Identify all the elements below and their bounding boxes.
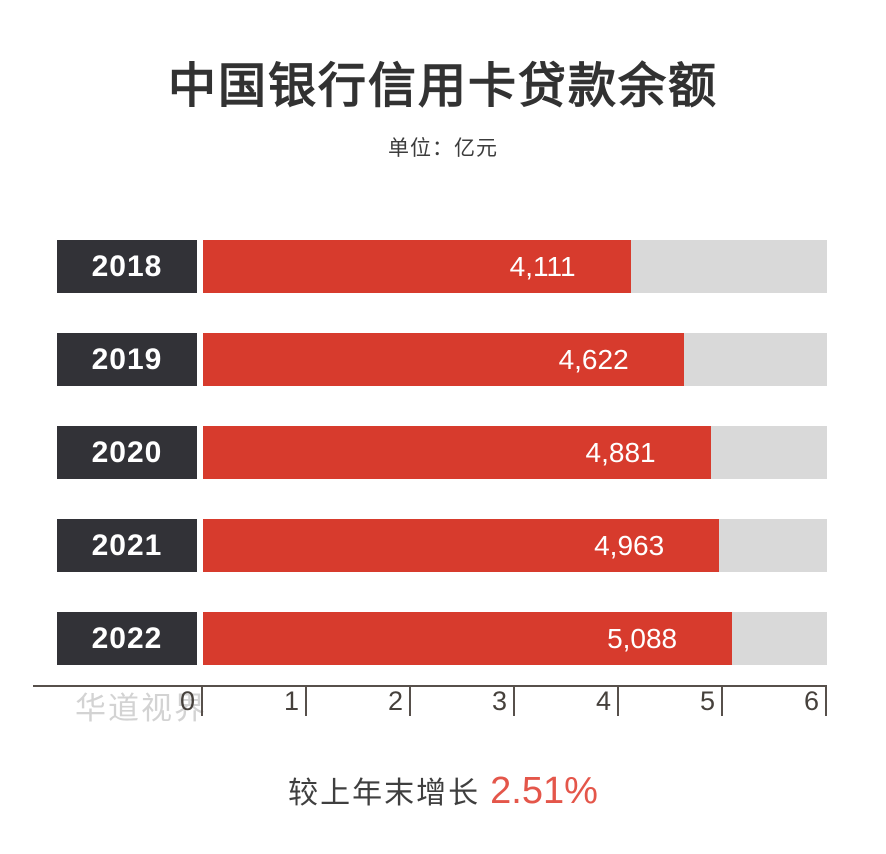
x-axis-tick-label: 5 [619, 687, 723, 716]
year-label: 2019 [57, 333, 197, 386]
year-label: 2018 [57, 240, 197, 293]
chart-unit-label: 单位：亿元 [388, 137, 498, 160]
bar-fill: 4,622 [203, 333, 684, 386]
bar-fill: 4,111 [203, 240, 631, 293]
bar-value-label: 4,622 [558, 344, 629, 375]
bar-value-label: 4,111 [509, 251, 576, 282]
x-axis-tick-label: 3 [411, 687, 515, 716]
year-label: 2022 [57, 612, 197, 665]
chart-title: 中国银行信用卡贷款余额 [167, 60, 718, 113]
bar-row: 2022 5,088 [57, 612, 827, 665]
bar-rows: 2018 4,111 2019 4,622 2020 4,881 [57, 240, 827, 705]
growth-percentage: 2.51% [490, 770, 598, 812]
bar-row: 2018 4,111 [57, 240, 827, 293]
bar-track: 4,881 [203, 426, 827, 479]
growth-note-text: 较上年末增长 [288, 777, 481, 810]
x-axis-tick-label: 0 [99, 687, 203, 716]
watermark: 华道视界 [75, 691, 207, 726]
bar-value-label: 4,963 [594, 530, 665, 561]
bar-track: 5,088 [203, 612, 827, 665]
year-label: 2020 [57, 426, 197, 479]
bar-row: 2021 4,963 [57, 519, 827, 572]
bar-track: 4,963 [203, 519, 827, 572]
bar-fill: 5,088 [203, 612, 733, 665]
x-axis-line [33, 685, 827, 687]
bar-fill: 4,881 [203, 426, 711, 479]
bar-row: 2019 4,622 [57, 333, 827, 386]
x-axis-tick-label: 6 [723, 687, 827, 716]
year-label: 2021 [57, 519, 197, 572]
growth-note: 较上年末增长 2.51% [0, 768, 886, 813]
x-axis-tick-label: 4 [515, 687, 619, 716]
bar-row: 2020 4,881 [57, 426, 827, 479]
x-axis-ticks: 0 1 2 3 4 5 6 [99, 687, 827, 716]
bar-value-label: 4,881 [585, 437, 656, 468]
x-axis-tick-label: 1 [203, 687, 307, 716]
bar-track: 4,622 [203, 333, 827, 386]
bar-value-label: 5,088 [607, 623, 678, 654]
x-axis-tick-label: 2 [307, 687, 411, 716]
bar-track: 4,111 [203, 240, 827, 293]
bar-fill: 4,963 [203, 519, 720, 572]
